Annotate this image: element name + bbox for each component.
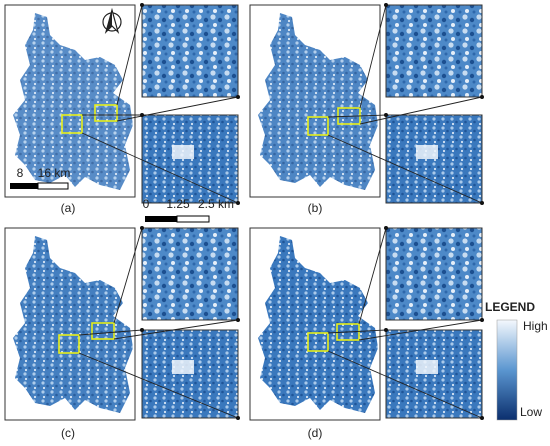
scale-label: 2.5 km	[198, 197, 234, 211]
connector-dot	[140, 328, 144, 332]
connector	[116, 4, 143, 106]
connector	[358, 227, 387, 325]
highlight-box	[307, 116, 329, 136]
panel: (a)	[4, 3, 240, 215]
panel-label: (b)	[308, 201, 323, 215]
inset-feature	[172, 145, 194, 159]
connector-dot	[140, 3, 144, 7]
connector	[113, 319, 239, 340]
highlight-box	[336, 323, 360, 341]
connector	[359, 96, 483, 125]
scale-label: 16 km	[38, 166, 71, 180]
highlight-box	[94, 104, 118, 122]
panel: (d)	[249, 226, 484, 440]
legend-high: High	[523, 319, 548, 333]
legend-title: LEGEND	[485, 300, 535, 314]
inset-top	[385, 227, 483, 321]
inset-feature	[416, 145, 438, 159]
panel-label: (c)	[61, 426, 75, 440]
legend-low: Low	[520, 405, 542, 419]
panel-label: (a)	[61, 201, 76, 215]
scale-label: 8	[17, 166, 24, 180]
connector-dot	[140, 113, 144, 117]
connector	[359, 4, 387, 109]
legend-ramp	[496, 319, 518, 421]
inset-scale-bar: 0 1.25 2.5 km	[143, 197, 234, 223]
scale-label: 0	[143, 197, 150, 211]
connector-dot	[480, 416, 484, 420]
connector	[327, 329, 387, 334]
connector-dot	[384, 328, 388, 332]
highlight-box	[58, 334, 80, 354]
connector	[358, 319, 483, 341]
connector	[116, 96, 239, 122]
map-scale-bar: 8 16 km	[10, 166, 71, 190]
connector-dot	[236, 318, 240, 322]
connector	[81, 132, 239, 204]
inset-feature	[416, 360, 438, 374]
connector-dot	[384, 3, 388, 7]
panel: (c)	[4, 226, 240, 440]
connector	[327, 114, 387, 118]
connector-dot	[480, 95, 484, 99]
highlight-box	[91, 322, 115, 340]
connector-dot	[236, 416, 240, 420]
panels: (a) (b) (c) (d)	[4, 3, 484, 440]
panel: (b)	[249, 3, 484, 215]
inset-top	[141, 4, 239, 98]
scale-label: 1.25	[166, 197, 190, 211]
inset-feature	[172, 360, 194, 374]
connector-dot	[480, 318, 484, 322]
connector-dot	[236, 201, 240, 205]
connector	[327, 134, 483, 204]
connector	[113, 227, 143, 324]
legend: LEGEND High Low	[485, 300, 548, 421]
connector	[78, 352, 239, 419]
north-arrow	[102, 7, 122, 35]
connector-dot	[140, 226, 144, 230]
connector	[327, 350, 483, 419]
connector-dot	[236, 95, 240, 99]
connector-dot	[384, 113, 388, 117]
highlight-box	[61, 114, 83, 134]
connector	[78, 329, 143, 336]
inset-top	[385, 4, 483, 98]
connector-dot	[480, 201, 484, 205]
inset-top	[141, 227, 239, 321]
connector-dot	[384, 226, 388, 230]
panel-label: (d)	[308, 426, 323, 440]
highlight-box	[307, 332, 329, 352]
